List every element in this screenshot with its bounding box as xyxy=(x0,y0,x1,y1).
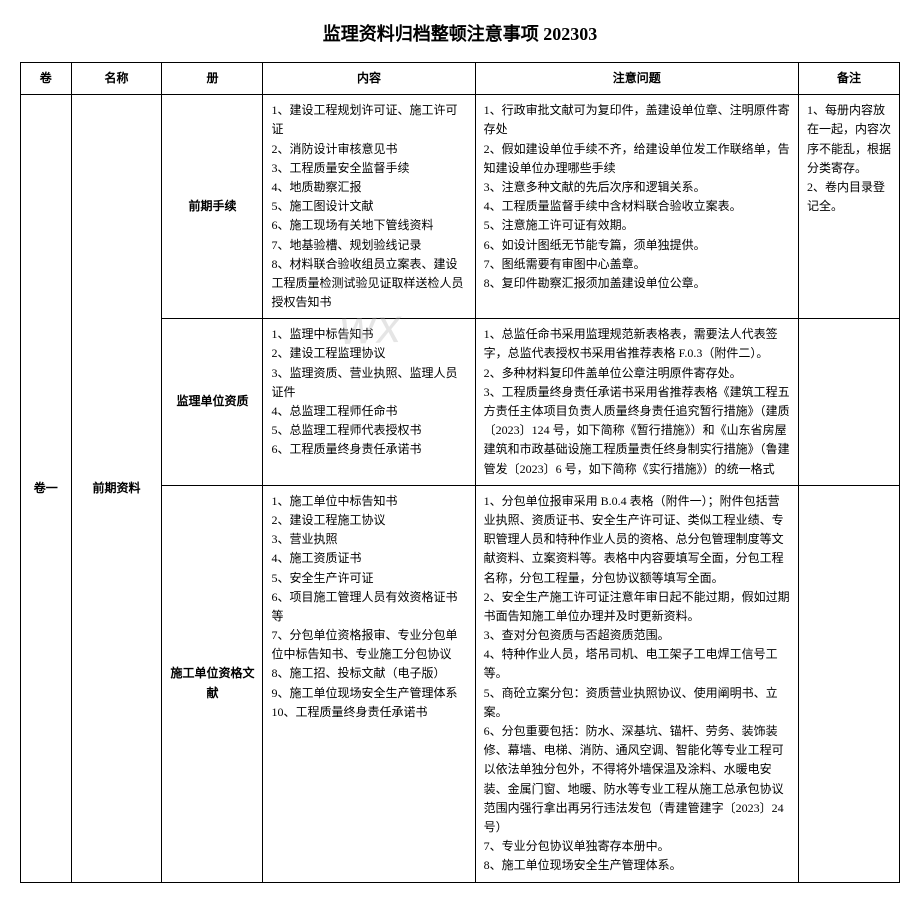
content-cell: 1、施工单位中标告知书2、建设工程施工协议3、营业执照4、施工资质证书5、安全生… xyxy=(263,485,475,882)
ce-cell: 前期手续 xyxy=(162,95,263,319)
ce-cell: 施工单位资格文献 xyxy=(162,485,263,882)
header-juan: 卷 xyxy=(21,63,72,95)
notice-cell: 1、行政审批文献可为复印件，盖建设单位章、注明原件寄存处2、假如建设单位手续不齐… xyxy=(475,95,798,319)
table-row: 卷一 前期资料 前期手续 1、建设工程规划许可证、施工许可证2、消防设计审核意见… xyxy=(21,95,900,319)
header-remark: 备注 xyxy=(798,63,899,95)
ce-cell: 监理单位资质 xyxy=(162,319,263,486)
header-ce: 册 xyxy=(162,63,263,95)
notice-cell: 1、分包单位报审采用 B.0.4 表格（附件一）；附件包括营业执照、资质证书、安… xyxy=(475,485,798,882)
name-cell: 前期资料 xyxy=(71,95,162,882)
header-notice: 注意问题 xyxy=(475,63,798,95)
header-name: 名称 xyxy=(71,63,162,95)
juan-cell: 卷一 xyxy=(21,95,72,882)
remark-cell: 1、每册内容放在一起，内容次序不能乱，根据分类寄存。2、卷内目录登记全。 xyxy=(798,95,899,319)
page-title: 监理资料归档整顿注意事项 202303 xyxy=(20,20,900,46)
content-cell: 1、监理中标告知书2、建设工程监理协议3、监理资质、营业执照、监理人员证件4、总… xyxy=(263,319,475,486)
notice-cell: 1、总监任命书采用监理规范新表格表，需要法人代表签字，总监代表授权书采用省推荐表… xyxy=(475,319,798,486)
remark-cell xyxy=(798,319,899,486)
content-cell: 1、建设工程规划许可证、施工许可证2、消防设计审核意见书3、工程质量安全监督手续… xyxy=(263,95,475,319)
main-table: 卷 名称 册 内容 注意问题 备注 卷一 前期资料 前期手续 1、建设工程规划许… xyxy=(20,62,900,883)
remark-cell xyxy=(798,485,899,882)
header-content: 内容 xyxy=(263,63,475,95)
